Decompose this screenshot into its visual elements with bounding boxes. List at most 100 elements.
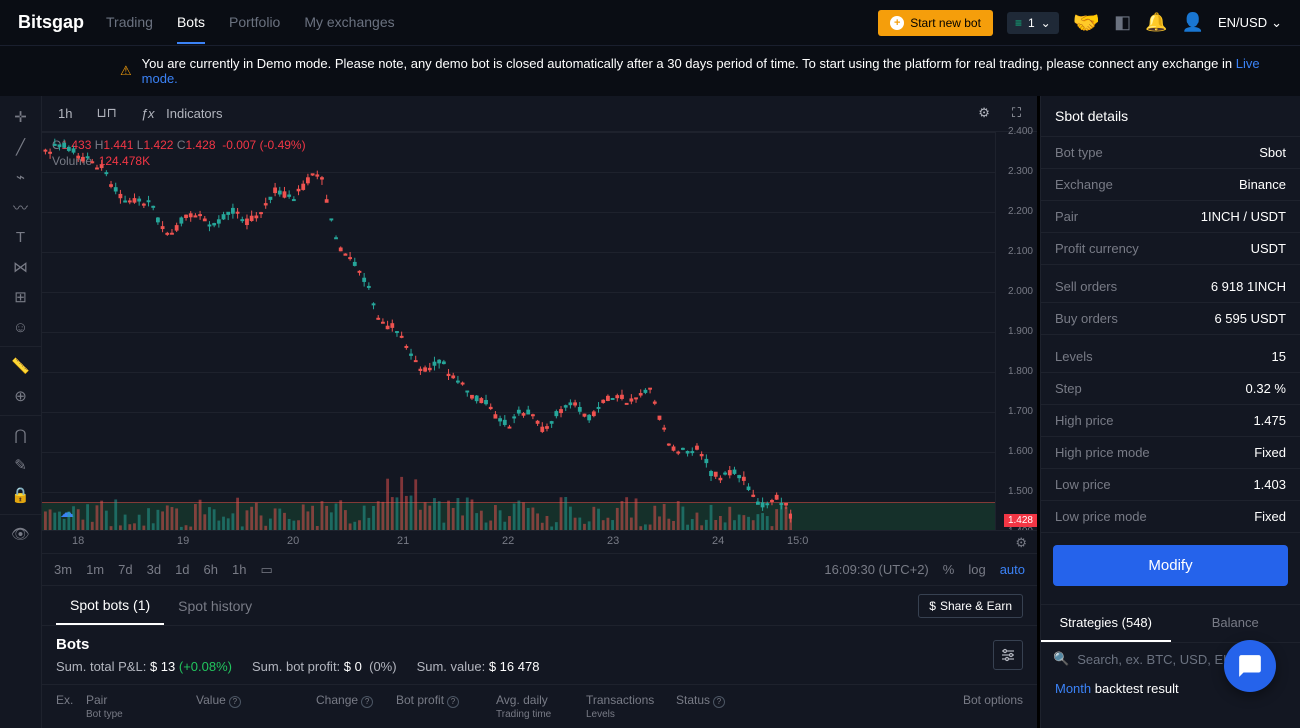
y-tick: 1.800	[1008, 366, 1033, 377]
handshake-icon[interactable]: 🤝	[1073, 10, 1100, 36]
user-icon[interactable]: 👤	[1182, 12, 1204, 33]
x-tick: 19	[177, 535, 189, 547]
y-axis[interactable]: 2.4002.3002.2002.1002.0001.9001.8001.700…	[995, 132, 1037, 530]
range-1m[interactable]: 1m	[86, 562, 104, 577]
trendline-tool-icon[interactable]: ╱	[0, 132, 41, 162]
sliders-icon	[1000, 647, 1016, 663]
nav-bots[interactable]: Bots	[177, 2, 205, 44]
status-count: 1	[1028, 16, 1035, 30]
bots-table-header: Ex. PairBot type Value? Change? Bot prof…	[42, 684, 1037, 728]
chat-bubble-button[interactable]	[1224, 640, 1276, 692]
details-title: Sbot details	[1041, 96, 1300, 137]
signal-icon: ≡	[1015, 16, 1022, 30]
prediction-tool-icon[interactable]: ⊞	[0, 282, 41, 312]
detail-row: Step0.32 %	[1041, 373, 1300, 405]
range-3m[interactable]: 3m	[54, 562, 72, 577]
x-tick: 21	[397, 535, 409, 547]
range-7d[interactable]: 7d	[118, 562, 132, 577]
start-new-bot-button[interactable]: + Start new bot	[878, 10, 993, 36]
y-tick: 1.500	[1008, 486, 1033, 497]
zoom-tool-icon[interactable]: ⊕	[0, 381, 41, 411]
chat-icon	[1237, 653, 1263, 679]
bots-title: Bots	[56, 636, 539, 653]
y-tick: 1.600	[1008, 446, 1033, 457]
alert-text: You are currently in Demo mode. Please n…	[142, 56, 1282, 86]
range-1h[interactable]: 1h	[232, 562, 246, 577]
y-tick: 1.700	[1008, 406, 1033, 417]
chart-settings-icon[interactable]: ⚙	[972, 101, 996, 125]
nav-trading[interactable]: Trading	[106, 2, 153, 44]
detail-row: High price1.475	[1041, 405, 1300, 437]
detail-row: ExchangeBinance	[1041, 169, 1300, 201]
bell-icon[interactable]: 🔔	[1145, 12, 1167, 33]
tab-spot-bots[interactable]: Spot bots (1)	[56, 587, 164, 625]
detail-row: Low price modeFixed	[1041, 501, 1300, 533]
detail-row: High price modeFixed	[1041, 437, 1300, 469]
plus-icon: +	[890, 16, 904, 30]
start-bot-label: Start new bot	[910, 16, 981, 30]
y-tick: 2.000	[1008, 286, 1033, 297]
timeframe-selector[interactable]: 1h	[52, 102, 78, 125]
x-tick: 20	[287, 535, 299, 547]
detail-row: Levels15	[1041, 341, 1300, 373]
time-settings-icon[interactable]: ⚙	[1015, 535, 1027, 551]
x-tick: 18	[72, 535, 84, 547]
nav-exchanges[interactable]: My exchanges	[304, 2, 394, 44]
y-tick: 2.200	[1008, 206, 1033, 217]
lang-label: EN/USD	[1218, 15, 1267, 30]
text-tool-icon[interactable]: T	[0, 222, 41, 252]
range-1d[interactable]: 1d	[175, 562, 189, 577]
candle-style-icon[interactable]: ⊔⊓	[90, 101, 122, 125]
edit-tool-icon[interactable]: ✎	[0, 450, 41, 480]
detail-row: Profit currencyUSDT	[1041, 233, 1300, 265]
magnet-tool-icon[interactable]: ⋂	[0, 420, 41, 450]
indicators-button[interactable]: ƒx Indicators	[135, 102, 229, 125]
eye-tool-icon[interactable]: 👁	[0, 519, 41, 549]
modify-button[interactable]: Modify	[1053, 545, 1288, 586]
emoji-tool-icon[interactable]: ☺	[0, 312, 41, 342]
x-tick: 15:0	[787, 535, 808, 547]
logo: Bitsgap	[18, 12, 84, 33]
x-tick: 24	[712, 535, 724, 547]
chevron-down-icon: ⌄	[1271, 15, 1282, 31]
chart-tools-sidebar: ✛ ╱ ⌁ 〰 T ⋈ ⊞ ☺ 📏 ⊕ ⋂ ✎ 🔒 👁	[0, 96, 42, 728]
detail-row: Sell orders6 918 1INCH	[1041, 271, 1300, 303]
range-6h[interactable]: 6h	[204, 562, 218, 577]
y-tick: 1.900	[1008, 326, 1033, 337]
price-chart[interactable]: O1.433 H1.441 L1.422 C1.428 -0.007 (-0.4…	[42, 132, 1037, 530]
connection-status-dropdown[interactable]: ≡ 1 ⌄	[1007, 12, 1059, 34]
candlestick-series	[42, 132, 792, 532]
tab-spot-history[interactable]: Spot history	[164, 588, 266, 624]
x-tick: 23	[607, 535, 619, 547]
detail-row: Low price1.403	[1041, 469, 1300, 501]
pattern-tool-icon[interactable]: ⋈	[0, 252, 41, 282]
lock-tool-icon[interactable]: 🔒	[0, 480, 41, 510]
detail-row: Pair1INCH / USDT	[1041, 201, 1300, 233]
detail-row: Bot typeSbot	[1041, 137, 1300, 169]
filter-button[interactable]	[993, 640, 1023, 670]
tab-balance[interactable]: Balance	[1171, 605, 1300, 642]
ruler-tool-icon[interactable]: 📏	[0, 351, 41, 381]
range-3d[interactable]: 3d	[147, 562, 161, 577]
wallet-icon[interactable]: ◧	[1114, 12, 1131, 33]
share-earn-button[interactable]: $ Share & Earn	[918, 594, 1023, 618]
fib-tool-icon[interactable]: ⌁	[0, 162, 41, 192]
bots-summary: Sum. total P&L: $ 13 (+0.08%) Sum. bot p…	[56, 659, 539, 674]
percent-toggle[interactable]: %	[943, 562, 955, 577]
brush-tool-icon[interactable]: 〰	[0, 192, 41, 222]
crosshair-tool-icon[interactable]: ✛	[0, 102, 41, 132]
x-axis[interactable]: ⚙ 18 19 20 21 22 23 24 15:0	[42, 530, 1037, 554]
language-selector[interactable]: EN/USD ⌄	[1218, 15, 1282, 31]
tab-strategies[interactable]: Strategies (548)	[1041, 605, 1171, 642]
y-tick: 2.100	[1008, 246, 1033, 257]
log-toggle[interactable]: log	[968, 562, 985, 577]
chevron-down-icon: ⌄	[1041, 16, 1051, 30]
clock-readout: 16:09:30 (UTC+2)	[824, 562, 928, 577]
calendar-icon[interactable]: ▭	[260, 562, 272, 578]
x-tick: 22	[502, 535, 514, 547]
fullscreen-icon[interactable]: ⛶	[1006, 101, 1027, 125]
y-tick: 2.400	[1008, 126, 1033, 137]
nav-portfolio[interactable]: Portfolio	[229, 2, 280, 44]
detail-row: Buy orders6 595 USDT	[1041, 303, 1300, 335]
auto-toggle[interactable]: auto	[1000, 562, 1025, 577]
